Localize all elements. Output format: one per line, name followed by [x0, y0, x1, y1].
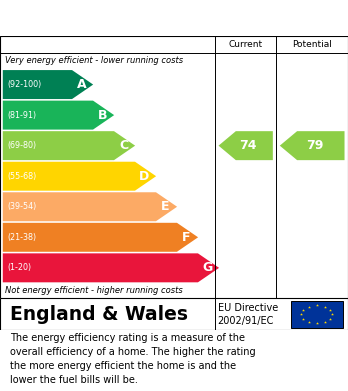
Text: (39-54): (39-54) — [7, 202, 36, 211]
Text: (69-80): (69-80) — [7, 141, 36, 150]
Polygon shape — [3, 192, 177, 221]
Text: England & Wales: England & Wales — [10, 305, 188, 324]
Text: E: E — [161, 200, 170, 213]
Polygon shape — [3, 131, 135, 160]
Text: B: B — [98, 109, 107, 122]
Text: (92-100): (92-100) — [7, 80, 41, 89]
Polygon shape — [3, 223, 198, 252]
Text: Very energy efficient - lower running costs: Very energy efficient - lower running co… — [5, 56, 183, 65]
Polygon shape — [3, 100, 114, 129]
Polygon shape — [3, 162, 156, 191]
Polygon shape — [3, 70, 93, 99]
Text: F: F — [182, 231, 191, 244]
Text: 79: 79 — [306, 139, 323, 152]
Text: Current: Current — [229, 40, 263, 49]
Text: (55-68): (55-68) — [7, 172, 36, 181]
Text: C: C — [119, 139, 128, 152]
Text: G: G — [202, 261, 213, 274]
Text: A: A — [77, 78, 86, 91]
Bar — [291, 301, 343, 328]
Text: (1-20): (1-20) — [7, 264, 31, 273]
Text: Not energy efficient - higher running costs: Not energy efficient - higher running co… — [5, 286, 183, 295]
Text: (21-38): (21-38) — [7, 233, 36, 242]
Polygon shape — [3, 253, 219, 282]
Text: Potential: Potential — [292, 40, 332, 49]
Text: 74: 74 — [239, 139, 257, 152]
Text: EU Directive
2002/91/EC: EU Directive 2002/91/EC — [218, 303, 278, 326]
Text: (81-91): (81-91) — [7, 111, 36, 120]
Polygon shape — [280, 131, 345, 160]
Polygon shape — [219, 131, 273, 160]
Text: D: D — [139, 170, 150, 183]
Text: Energy Efficiency Rating: Energy Efficiency Rating — [10, 11, 213, 25]
Text: The energy efficiency rating is a measure of the
overall efficiency of a home. T: The energy efficiency rating is a measur… — [10, 334, 256, 386]
